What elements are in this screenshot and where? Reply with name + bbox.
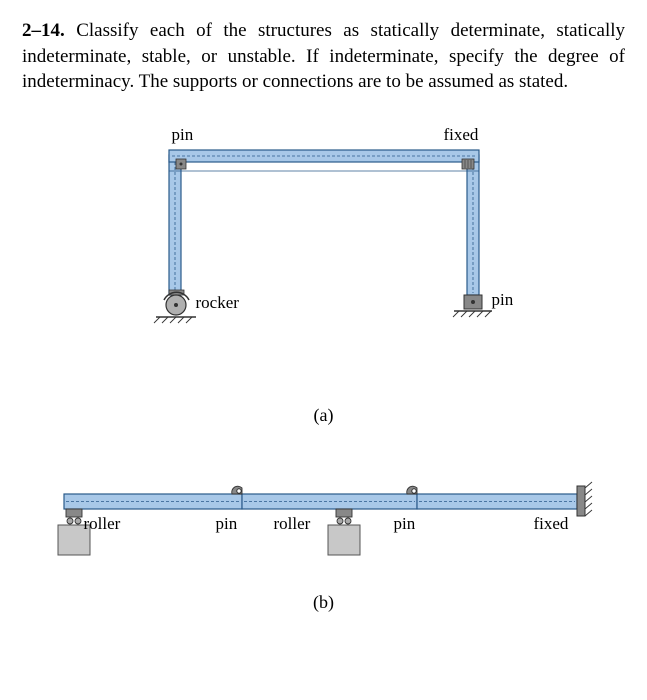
label-roller-left: roller xyxy=(84,514,121,534)
figure-a-sublabel: (a) xyxy=(22,405,625,426)
label-fixed: fixed xyxy=(534,514,569,534)
figures: pin fixed rocker pin (a) xyxy=(22,125,625,613)
figure-b-svg xyxy=(44,466,604,576)
label-pin-2: pin xyxy=(394,514,416,534)
fixed-support-right xyxy=(577,482,592,516)
label-pin-br: pin xyxy=(492,290,514,310)
figure-b: roller pin roller pin fixed xyxy=(44,466,604,586)
problem-body: Classify each of the structures as stati… xyxy=(22,20,625,92)
pin-support-bottom-right xyxy=(453,295,492,317)
rocker-support xyxy=(154,290,196,323)
pin-hinge-1 xyxy=(231,486,241,494)
problem-statement: 2–14. Classify each of the structures as… xyxy=(22,18,625,95)
label-roller-mid: roller xyxy=(274,514,311,534)
figure-a-svg xyxy=(114,125,534,345)
pin-hinge-2 xyxy=(406,486,416,494)
label-fixed-tr: fixed xyxy=(444,125,479,145)
label-rocker: rocker xyxy=(196,293,239,313)
label-pin-tl: pin xyxy=(172,125,194,145)
roller-support-mid xyxy=(328,509,360,555)
figure-b-sublabel: (b) xyxy=(22,592,625,613)
problem-number: 2–14. xyxy=(22,20,65,41)
label-pin-1: pin xyxy=(216,514,238,534)
figure-a: pin fixed rocker pin xyxy=(114,125,534,385)
